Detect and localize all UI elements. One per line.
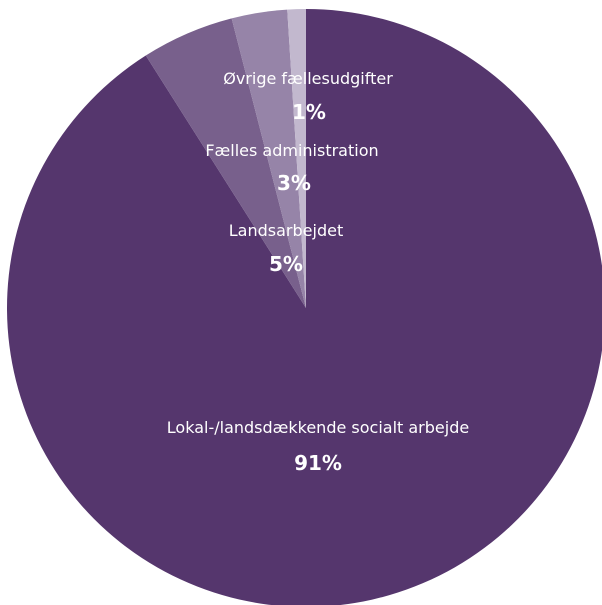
pie-slice-1 bbox=[145, 18, 306, 308]
pie-slice-3 bbox=[287, 9, 306, 308]
slice-value-2: 3% bbox=[277, 171, 311, 195]
slice-value-3: 1% bbox=[292, 100, 326, 124]
pie-slices bbox=[7, 9, 602, 605]
pie-slice-0 bbox=[7, 9, 602, 605]
slice-value-1: 5% bbox=[269, 252, 303, 276]
pie-slice-2 bbox=[231, 9, 306, 309]
slice-label-0: Lokal-/landsdækkende socialt arbejde bbox=[167, 418, 469, 437]
pie-labels: Lokal-/landsdækkende socialt arbejde 91%… bbox=[167, 69, 469, 475]
slice-label-1: Landsarbejdet bbox=[229, 221, 343, 240]
slice-label-2: Fælles administration bbox=[205, 141, 378, 160]
slice-value-0: 91% bbox=[294, 451, 342, 475]
slice-label-3: Øvrige fællesudgifter bbox=[223, 69, 393, 88]
